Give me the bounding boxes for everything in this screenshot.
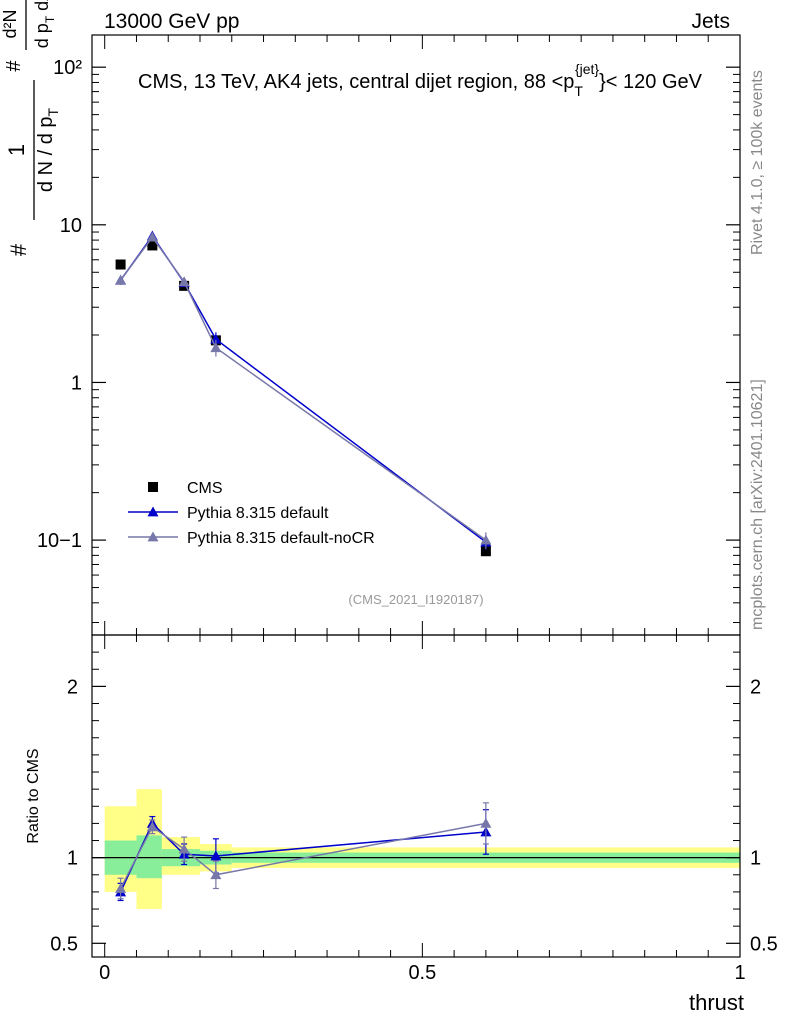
ratio-ytick-label: 0.5 xyxy=(50,933,78,955)
ratio-ytick-label: 2 xyxy=(67,676,78,698)
legend-label: Pythia 8.315 default-noCR xyxy=(187,530,375,547)
main-ytick-label: 1 xyxy=(71,372,82,394)
header-left: 13000 GeV pp xyxy=(104,10,239,33)
ratio-point xyxy=(480,817,492,828)
xtick-label: 1 xyxy=(734,962,745,984)
svg-text:d N / d pT: d N / d pT xyxy=(35,107,61,192)
data-point-cms xyxy=(147,240,158,251)
ratio-ytick-label-right: 0.5 xyxy=(750,933,778,955)
ratio-frame xyxy=(91,634,741,958)
ratio-ytick-label-right: 1 xyxy=(750,848,761,870)
data-point-mc xyxy=(480,534,492,545)
main-ytick-label: 10 xyxy=(60,215,82,237)
ratio-point xyxy=(210,850,222,861)
data-point-cms xyxy=(115,259,126,270)
data-point-mc xyxy=(178,276,190,287)
ratio-ylabel: Ratio to CMS xyxy=(25,748,42,843)
ratio-point xyxy=(210,869,222,880)
svg-text:d pT dλ: d pT dλ xyxy=(32,0,57,48)
main-ylabel: # 1 d N / d pT # d²N d pT dλ xyxy=(0,0,61,256)
series-1 xyxy=(115,230,492,550)
x-axis-label: thrust xyxy=(689,990,744,1015)
series-line xyxy=(119,234,487,543)
series-2 xyxy=(115,231,492,549)
ratio-panel: 0.5 0.51 12 20 0.5 1 Ratio to CMS thrust xyxy=(25,634,778,1015)
ratio-point xyxy=(146,821,158,832)
legend-marker xyxy=(148,482,158,492)
legend-marker xyxy=(147,531,159,542)
svg-text:#: # xyxy=(6,243,31,256)
legend-label: Pythia 8.315 default xyxy=(187,505,329,522)
xtick-label: 0.5 xyxy=(408,962,436,984)
legend-marker xyxy=(147,506,159,517)
data-point-mc xyxy=(115,274,127,285)
series-line xyxy=(119,235,487,541)
svg-text:#: # xyxy=(3,60,25,72)
mcplots-label: mcplots.cern.ch [arXiv:2401.10621] xyxy=(749,379,766,630)
ratio-point xyxy=(178,843,190,854)
data-point-cms xyxy=(480,546,491,557)
chart-title-suffix: }< 120 GeV xyxy=(599,71,703,93)
main-panel: 10−1 1 10 10² CMS, 13 TeV, AK4 jets, centra… xyxy=(0,0,741,636)
svg-text:1: 1 xyxy=(4,144,29,156)
svg-text:d²N: d²N xyxy=(0,9,20,38)
chart-title-sup: {jet} xyxy=(575,61,599,77)
chart-title-prefix: CMS, 13 TeV, AK4 jets, central dijet reg… xyxy=(138,71,574,93)
rivet-label: Rivet 4.1.0, ≥ 100k events xyxy=(749,70,766,255)
chart-title-sub: T xyxy=(574,83,583,99)
uncertainty-band-green xyxy=(136,835,162,879)
analysis-id: (CMS_2021_I1920187) xyxy=(348,592,483,607)
ratio-ytick-label-right: 2 xyxy=(750,676,761,698)
ratio-series-1 xyxy=(115,802,492,900)
xtick-label: 0 xyxy=(99,962,110,984)
main-ytick-label: 10² xyxy=(53,57,82,79)
legend-label: CMS xyxy=(187,480,223,497)
data-point-mc xyxy=(146,231,158,242)
legend: CMS Pythia 8.315 default Pythia 8.315 defa… xyxy=(128,480,375,547)
main-ytick-label: 10−1 xyxy=(37,530,82,552)
ratio-ytick-label: 1 xyxy=(67,848,78,870)
data-point-mc xyxy=(210,342,222,353)
chart-title: CMS, 13 TeV, AK4 jets, central dijet reg… xyxy=(138,61,703,99)
header-right: Jets xyxy=(691,10,730,33)
ratio-point xyxy=(115,882,127,893)
